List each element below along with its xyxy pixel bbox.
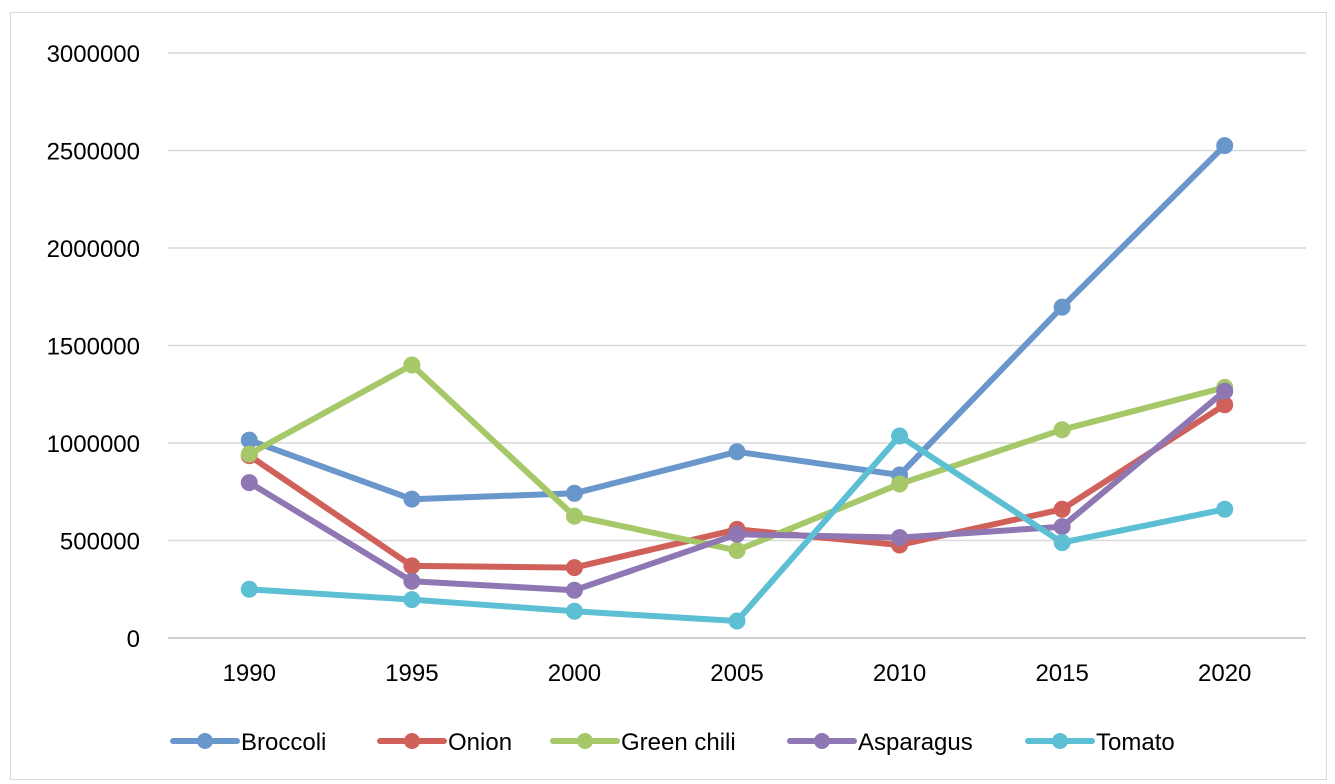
legend-label: Tomato xyxy=(1096,729,1175,756)
data-point xyxy=(240,445,258,463)
gridlines xyxy=(168,52,1306,542)
y-tick-label: 3000000 xyxy=(47,41,140,68)
x-tick-label: 1995 xyxy=(385,660,438,687)
data-point xyxy=(565,581,583,599)
x-tick-label: 2000 xyxy=(548,660,601,687)
y-tick-label: 1500000 xyxy=(47,334,140,361)
data-point xyxy=(1053,500,1071,518)
legend-label: Green chili xyxy=(621,729,736,756)
data-point xyxy=(1216,382,1234,400)
legend: Broccoli Onion Green chili Asparagus Tomato xyxy=(170,729,1175,756)
legend-swatch-marker xyxy=(814,733,830,749)
x-tick-label: 2015 xyxy=(1035,660,1088,687)
legend-swatch-marker xyxy=(577,733,593,749)
data-point xyxy=(565,507,583,525)
y-tick-label: 2000000 xyxy=(47,236,140,263)
y-tick-label: 2500000 xyxy=(47,139,140,166)
data-point xyxy=(240,580,258,598)
data-point xyxy=(1053,421,1071,439)
y-axis-tick-labels: 0 500000 1000000 1500000 2000000 2500000 30000… xyxy=(47,41,140,653)
data-point xyxy=(565,484,583,502)
series-tomato xyxy=(240,427,1234,630)
series-broccoli xyxy=(240,137,1234,508)
x-tick-label: 2010 xyxy=(873,660,926,687)
legend-item-tomato: Tomato xyxy=(1025,729,1175,756)
x-tick-label: 2005 xyxy=(710,660,763,687)
data-point xyxy=(403,490,421,508)
data-point xyxy=(240,474,258,492)
data-point xyxy=(728,525,746,543)
legend-label: Onion xyxy=(448,729,512,756)
data-point xyxy=(1216,500,1234,518)
data-point xyxy=(891,427,909,445)
chart-frame xyxy=(10,12,1327,780)
data-point xyxy=(891,475,909,493)
legend-label: Broccoli xyxy=(241,729,326,756)
series-asparagus xyxy=(240,382,1234,599)
data-point xyxy=(1053,518,1071,536)
legend-label: Asparagus xyxy=(858,729,973,756)
data-point xyxy=(1216,137,1234,155)
data-point xyxy=(403,572,421,590)
x-axis-tick-labels: 1990 1995 2000 2005 2010 2015 2020 xyxy=(223,660,1252,687)
data-point xyxy=(565,559,583,577)
data-point xyxy=(728,612,746,630)
data-point xyxy=(728,443,746,461)
legend-item-green-chili: Green chili xyxy=(550,729,736,756)
legend-swatch-marker xyxy=(404,733,420,749)
data-point xyxy=(1053,298,1071,316)
y-tick-label: 500000 xyxy=(60,529,140,556)
legend-item-broccoli: Broccoli xyxy=(170,729,326,756)
x-tick-label: 2020 xyxy=(1198,660,1251,687)
data-point xyxy=(1053,534,1071,552)
data-point xyxy=(891,529,909,547)
y-tick-label: 1000000 xyxy=(47,431,140,458)
data-point xyxy=(565,602,583,620)
legend-item-asparagus: Asparagus xyxy=(787,729,973,756)
data-point xyxy=(403,591,421,609)
x-tick-label: 1990 xyxy=(223,660,276,687)
legend-item-onion: Onion xyxy=(377,729,512,756)
y-tick-label: 0 xyxy=(127,626,140,653)
data-point xyxy=(403,356,421,374)
series-group xyxy=(240,137,1234,630)
legend-swatch-marker xyxy=(197,733,213,749)
data-point xyxy=(403,557,421,575)
legend-swatch-marker xyxy=(1052,733,1068,749)
data-point xyxy=(728,541,746,559)
